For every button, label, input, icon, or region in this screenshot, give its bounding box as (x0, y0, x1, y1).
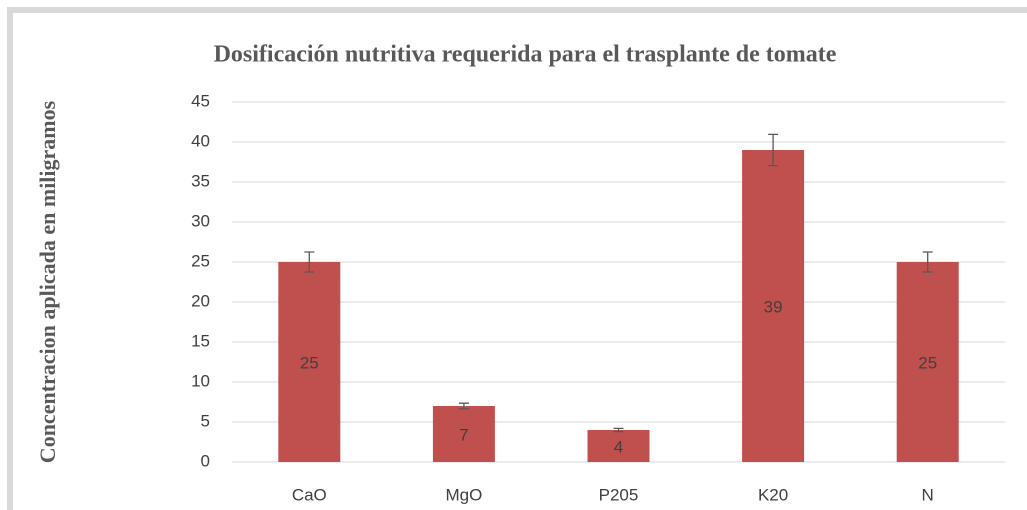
x-tick-label: MgO (445, 485, 482, 504)
x-tick-label: CaO (292, 485, 327, 504)
data-label: 25 (300, 353, 319, 372)
data-label: 39 (764, 297, 783, 316)
error-bar (458, 402, 469, 410)
data-label: 7 (459, 425, 468, 444)
bar (432, 406, 495, 462)
chart-title: Dosificación nutritiva requerida para el… (214, 42, 837, 68)
y-tick-label: 0 (201, 451, 210, 470)
y-tick-label: 5 (201, 411, 210, 430)
bar (587, 430, 650, 462)
y-tick-label: 20 (191, 291, 210, 310)
bar (278, 262, 341, 462)
y-tick-label: 10 (191, 371, 210, 390)
y-tick-label: 30 (191, 211, 210, 230)
x-tick-label: P205 (599, 485, 639, 504)
error-bar (768, 133, 779, 167)
data-label: 4 (614, 437, 623, 456)
y-tick-label: 15 (191, 331, 210, 350)
x-tick-label: N (922, 485, 934, 504)
bar (896, 262, 959, 462)
data-label: 25 (918, 353, 937, 372)
error-bar (304, 251, 315, 273)
error-bar (613, 427, 624, 433)
y-tick-label: 25 (191, 251, 210, 270)
y-tick-label: 35 (191, 171, 210, 190)
error-bar (922, 251, 933, 273)
x-tick-label: K20 (758, 485, 788, 504)
frame (7, 7, 1027, 510)
y-tick-label: 40 (191, 131, 210, 150)
bar (742, 150, 805, 462)
y-axis-label: Concentracion aplicada en miligramos (35, 100, 60, 463)
y-tick-label: 45 (191, 91, 210, 110)
